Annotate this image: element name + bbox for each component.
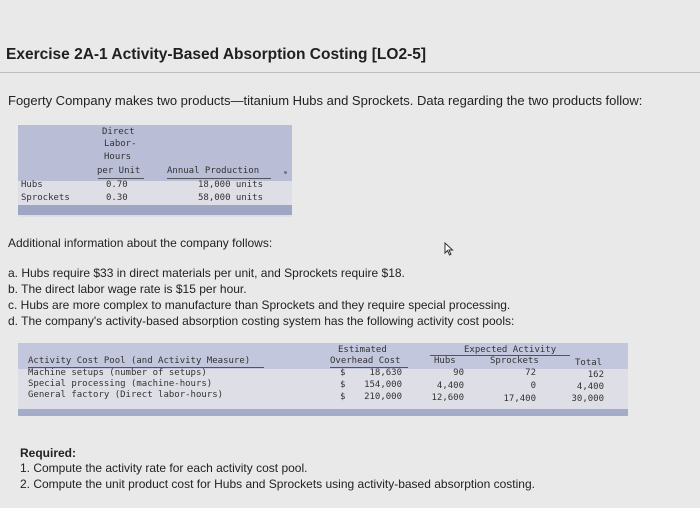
hubs-value: 4,400 — [436, 381, 464, 391]
expected-activity-underline — [430, 355, 570, 356]
cost-underline — [330, 367, 408, 368]
header-direct: Direct — [102, 127, 135, 137]
required-item-2: 2. Compute the unit product cost for Hub… — [20, 477, 535, 491]
total-value: 30,000 — [571, 394, 604, 404]
header-total: Total — [575, 358, 603, 368]
intro-text: Fogerty Company makes two products—titan… — [8, 93, 643, 108]
header-sprockets: Sprockets — [490, 356, 539, 366]
sprockets-value: 72 — [525, 368, 536, 378]
overhead-cost: 154,000 — [364, 380, 402, 390]
required-heading: Required: — [20, 446, 77, 460]
activity-table-header-band — [18, 343, 628, 369]
header-per-unit: per Unit — [97, 166, 141, 176]
required-item-1: 1. Compute the activity rate for each ac… — [20, 461, 308, 475]
hubs-value: 12,600 — [431, 393, 464, 403]
overhead-cost: 18,630 — [369, 368, 402, 378]
currency-sign: $ — [340, 392, 346, 402]
info-item-c: c. Hubs are more complex to manufacture … — [8, 298, 511, 312]
row-production: 18,000 units — [198, 180, 264, 190]
header-activity-pool: Activity Cost Pool (and Activity Measure… — [28, 356, 251, 366]
pool-underline — [28, 367, 264, 368]
product-table-footer-band — [18, 205, 292, 215]
total-value: 4,400 — [576, 382, 604, 392]
row-dlh: 0.70 — [106, 180, 128, 190]
row-dlh: 0.30 — [106, 193, 128, 203]
pool-name: Machine setups (number of setups) — [28, 368, 207, 378]
info-item-b: b. The direct labor wage rate is $15 per… — [8, 282, 247, 296]
product-table-header-band — [18, 125, 292, 181]
title-divider — [0, 72, 700, 73]
activity-cost-table: Estimated Expected Activity Activity Cos… — [18, 343, 628, 416]
currency-sign: $ — [340, 368, 346, 378]
sprockets-value: 0 — [530, 381, 536, 391]
overhead-cost: 210,000 — [364, 392, 402, 402]
mouse-pointer-icon — [444, 241, 456, 261]
sprockets-value: 17,400 — [503, 394, 536, 404]
header-underline-dlh — [98, 178, 144, 179]
hubs-value: 90 — [453, 368, 464, 378]
pool-name: General factory (Direct labor-hours) — [28, 390, 224, 400]
info-item-d: d. The company's activity-based absorpti… — [8, 314, 515, 328]
header-estimated: Estimated — [338, 345, 387, 355]
additional-info-heading: Additional information about the company… — [8, 236, 273, 250]
header-underline-production — [167, 178, 271, 179]
info-item-a: a. Hubs require $33 in direct materials … — [8, 266, 405, 280]
header-hours: Hours — [104, 152, 132, 162]
exercise-title: Exercise 2A-1 Activity-Based Absorption … — [6, 46, 427, 63]
row-name: Hubs — [21, 180, 43, 190]
header-labor: Labor- — [104, 139, 137, 149]
currency-sign: $ — [340, 380, 346, 390]
header-expected-activity: Expected Activity — [464, 345, 557, 355]
header-hubs: Hubs — [434, 356, 456, 366]
header-annual-production: Annual Production — [167, 166, 260, 176]
row-name: Sprockets — [21, 193, 70, 203]
activity-table-footer-band — [18, 409, 628, 416]
total-value: 162 — [587, 370, 604, 380]
pool-name: Special processing (machine-hours) — [28, 379, 213, 389]
row-production: 58,000 units — [198, 193, 264, 203]
header-overhead-cost: Overhead Cost — [330, 356, 401, 366]
table-dot — [284, 171, 287, 174]
product-table: Direct Labor- Hours per Unit Annual Prod… — [18, 125, 292, 217]
